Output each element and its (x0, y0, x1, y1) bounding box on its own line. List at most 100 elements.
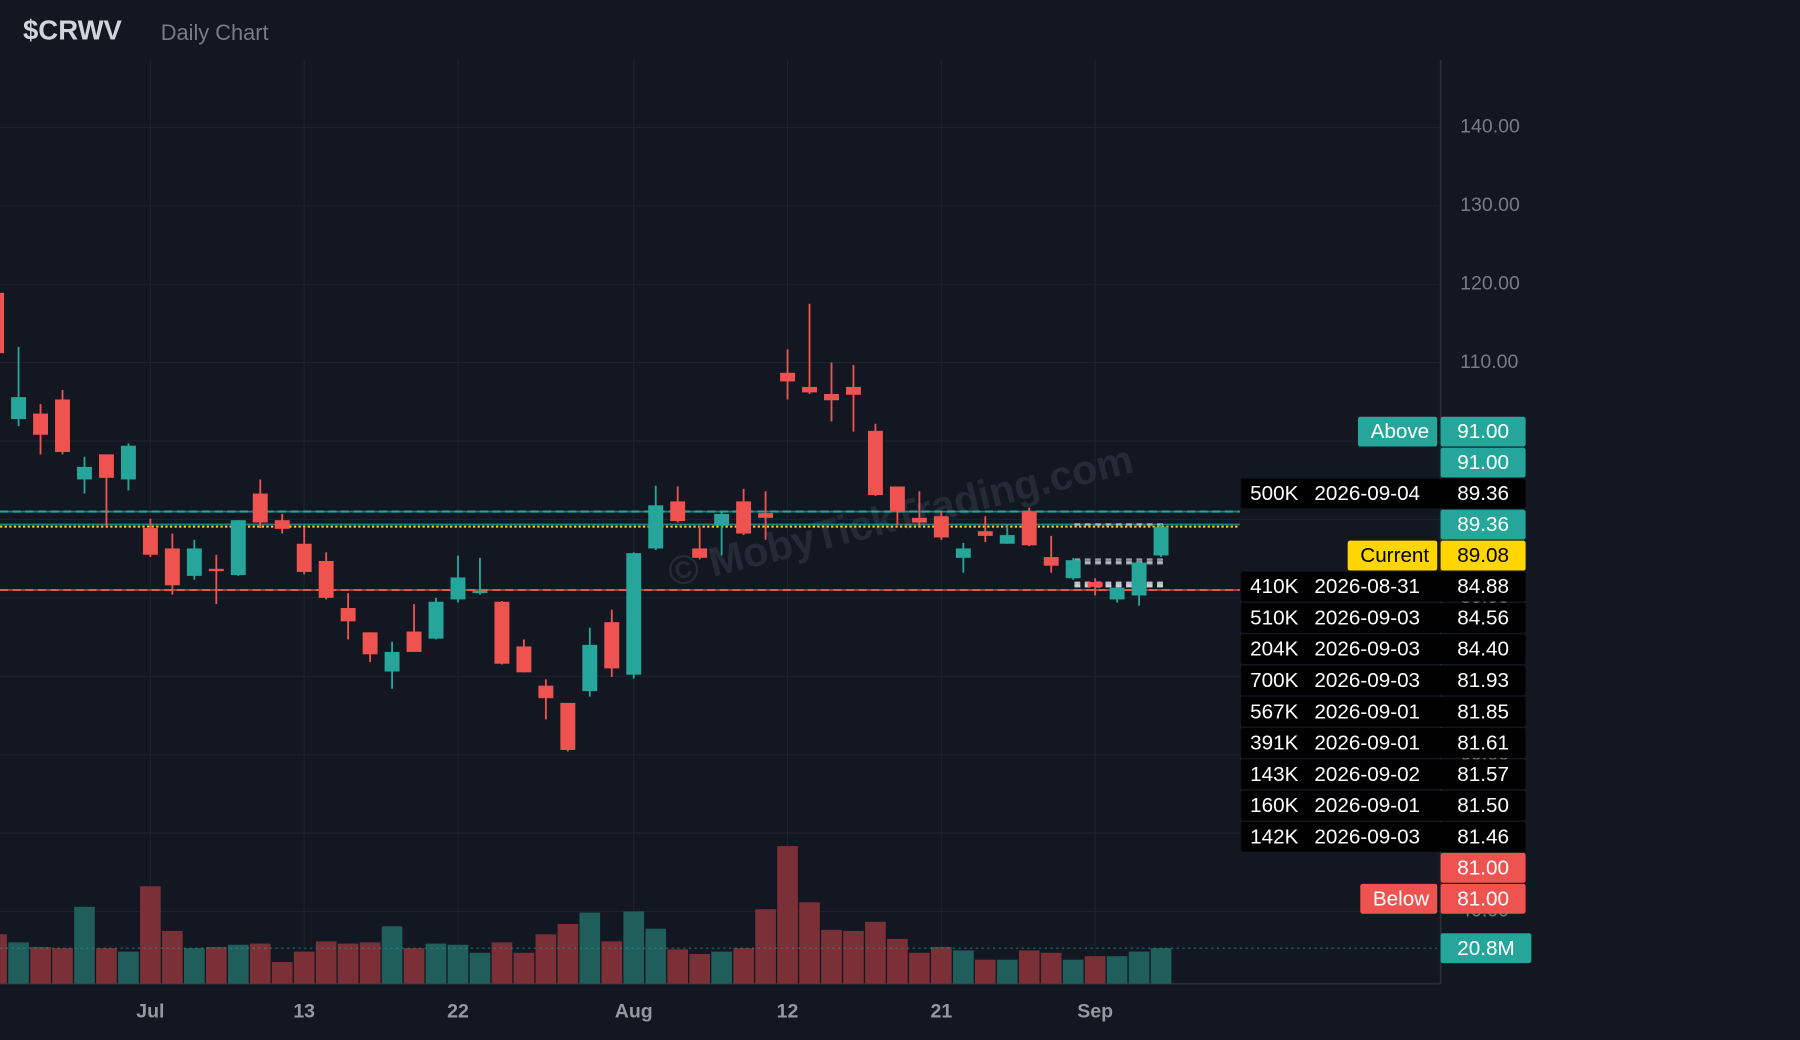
order-size: 142K (1250, 825, 1298, 848)
y-tick-label: 110.00 (1460, 351, 1518, 373)
order-row-box (1240, 634, 1526, 665)
order-date: 2026-09-03 (1314, 638, 1420, 661)
order-price: 81.50 (1457, 794, 1509, 817)
volume-bar (227, 944, 249, 984)
order-row-box (1240, 821, 1526, 852)
price-label-box (1440, 416, 1526, 447)
volume-bar (1150, 948, 1172, 984)
x-tick-label: 12 (777, 1001, 799, 1023)
order-price: 81.57 (1457, 763, 1509, 786)
volume-bar (623, 911, 645, 984)
volume-bar (30, 946, 51, 984)
order-date: 2026-09-02 (1314, 763, 1420, 786)
volume-bar (843, 930, 864, 984)
candle-body (296, 543, 312, 572)
x-tick-label: Jul (136, 1001, 164, 1023)
volume-bar (887, 938, 908, 984)
price-label: 89.36 (1457, 513, 1509, 536)
candle-body (582, 644, 598, 692)
candle-body (604, 622, 620, 669)
volume-bar (469, 952, 491, 984)
order-row-box (1240, 602, 1526, 633)
price-label: 91.00 (1457, 420, 1509, 443)
order-price: 84.88 (1457, 575, 1509, 598)
candle-body (252, 493, 268, 523)
volume-bar (162, 930, 183, 984)
candle-body (450, 577, 466, 600)
order-date: 2026-09-01 (1314, 794, 1420, 817)
order-size: 391K (1250, 732, 1298, 755)
candle-body (692, 548, 708, 558)
order-date: 2026-09-03 (1314, 606, 1420, 629)
grid (0, 59, 1441, 984)
order-row-box (1240, 665, 1526, 696)
order-price: 84.40 (1457, 638, 1509, 661)
candle-body (384, 651, 400, 672)
volume-bar (425, 943, 447, 984)
volume-label-box (1440, 933, 1532, 964)
candle-body (736, 501, 752, 534)
candle-body (494, 601, 510, 664)
price-label-box (1440, 540, 1526, 571)
candle-body (1043, 557, 1059, 566)
volume-bar (8, 942, 29, 984)
volume-bar (974, 959, 996, 984)
candle-body (1065, 560, 1081, 579)
order-size: 143K (1250, 763, 1298, 786)
price-line-name-box (1357, 416, 1438, 447)
volume-bar (52, 948, 73, 984)
volume-bar (1040, 952, 1062, 984)
order-size: 700K (1250, 669, 1298, 692)
candle-body (538, 685, 554, 699)
order-size: 160K (1250, 794, 1298, 817)
candle-body (1131, 562, 1147, 596)
candle-body (340, 608, 356, 622)
volume-bar (293, 951, 315, 984)
order-date: 2026-09-03 (1314, 669, 1420, 692)
order-row-box (1240, 790, 1526, 821)
order-row-box (1240, 728, 1526, 758)
candle-body (758, 513, 774, 518)
candle-body (318, 560, 334, 598)
candle-body (1109, 587, 1125, 600)
order-price: 89.36 (1457, 482, 1509, 505)
candle-body (230, 520, 246, 576)
volume-bar (557, 924, 579, 984)
price-line-name-box (1360, 883, 1438, 914)
candle-body (164, 548, 180, 586)
price-label-box (1440, 447, 1526, 478)
order-size: 510K (1250, 606, 1298, 629)
volume-bar (491, 942, 513, 984)
candle-body (55, 399, 70, 452)
candle-body (120, 445, 136, 480)
x-tick-label: 22 (447, 1001, 469, 1023)
candle-body (933, 516, 949, 538)
price-label: 89.08 (1457, 544, 1509, 567)
volume-bar (645, 928, 667, 984)
price-line-name: Above (1371, 420, 1430, 443)
volume-bar (1106, 956, 1128, 984)
candle-body (98, 454, 114, 478)
volume-bar (535, 934, 557, 984)
candle-body (516, 646, 532, 673)
order-row-box (1240, 696, 1526, 727)
price-label-box (1440, 509, 1526, 540)
candle-body (362, 632, 378, 655)
order-price: 81.61 (1457, 732, 1509, 755)
price-label-box (1440, 883, 1526, 914)
volume-bar (96, 948, 117, 984)
y-tick-label: 130.00 (1460, 194, 1520, 216)
candle-body (780, 372, 796, 382)
candle-body (977, 531, 993, 536)
volume-bar (403, 948, 425, 984)
candle-body (1153, 526, 1169, 556)
candle-body (867, 430, 883, 496)
volume-bar (1062, 959, 1084, 984)
price-label: 81.00 (1457, 856, 1509, 879)
candle-body (955, 548, 971, 558)
candle-body (33, 413, 49, 435)
candle-body (1021, 511, 1037, 546)
volume-bar (118, 951, 139, 984)
volume-bar (359, 942, 381, 984)
volume-bar (733, 948, 754, 984)
